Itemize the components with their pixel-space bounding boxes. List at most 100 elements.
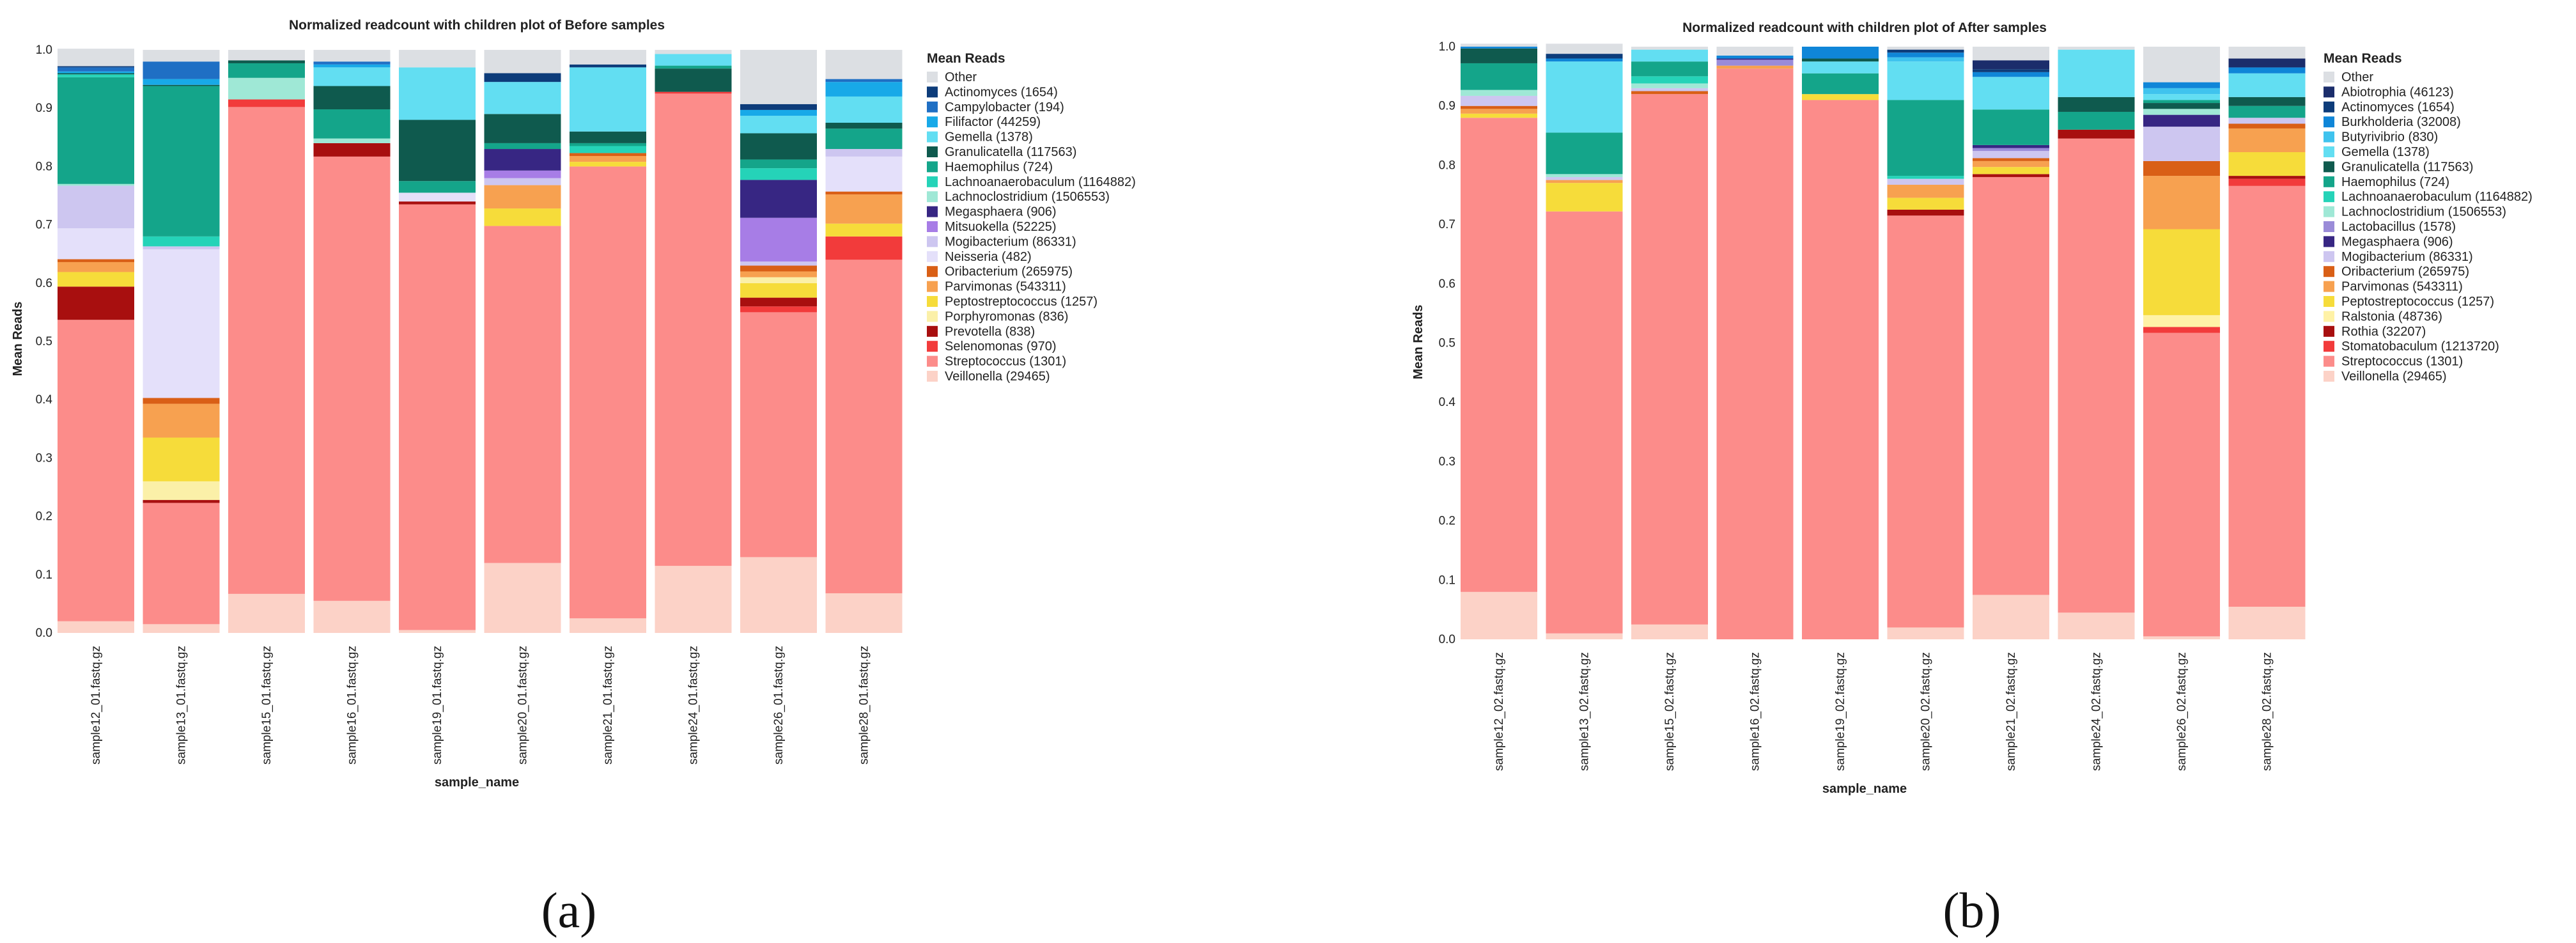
bar-segment-lachnoclostridium <box>1631 83 1708 88</box>
y-tick-label: 0.3 <box>36 451 52 465</box>
legend-swatch <box>927 191 938 203</box>
bar-stack <box>825 50 903 633</box>
legend-label: Megasphaera (906) <box>2341 235 2453 249</box>
bar-segment-streptococcus <box>655 93 732 566</box>
bar-segment-haemophilus <box>570 143 646 146</box>
bar-stack <box>2143 47 2220 639</box>
bar-stack <box>1887 47 1964 639</box>
x-axis-title: sample_name <box>1822 782 1907 796</box>
legend-item: Lactobacillus (1578) <box>2324 220 2456 234</box>
bar-segment-rothia <box>1887 209 1964 216</box>
y-axis-title: Mean Reads <box>11 302 25 377</box>
x-tick-label: sample13_02.fastq.gz <box>1578 652 1592 771</box>
bar-segment-streptococcus <box>2143 332 2220 637</box>
bar-segment-veillonella <box>740 557 817 633</box>
legend-item: Granulicatella (117563) <box>2324 160 2473 174</box>
legend-item: Lachnoanaerobaculum (1164882) <box>927 175 1136 189</box>
legend-item: Oribacterium (265975) <box>927 265 1073 279</box>
bar-segment-butyrivibrio <box>1887 57 1964 62</box>
bar-segment-parvimonas <box>570 155 646 162</box>
legend-item: Parvimonas (543311) <box>927 280 1066 294</box>
bar-segment-parvimonas <box>58 261 134 272</box>
y-tick-label: 0.5 <box>1439 337 1455 350</box>
bar-segment-oribacterium <box>143 398 220 404</box>
x-tick-label: sample26_01.fastq.gz <box>772 646 786 765</box>
bar-segment-other <box>2228 47 2306 59</box>
legend-swatch <box>927 86 938 98</box>
legend-swatch <box>927 296 938 307</box>
bar-segment-other <box>58 49 134 66</box>
legend-label: Oribacterium (265975) <box>945 265 1073 279</box>
legend-item: Streptococcus (1301) <box>2324 355 2463 369</box>
x-tick-label: sample21_02.fastq.gz <box>2005 652 2018 771</box>
bar-stack <box>2058 47 2135 639</box>
legend-swatch <box>2324 325 2334 337</box>
legend-swatch <box>2324 281 2334 292</box>
legend-label: Butyrivibrio (830) <box>2341 130 2438 144</box>
legend-label: Veillonella (29465) <box>945 370 1050 384</box>
bar-segment-veillonella <box>1631 624 1708 639</box>
bar-segment-mitsuokella <box>484 170 561 178</box>
legend-item: Actinomyces (1654) <box>2324 100 2455 114</box>
legend-item: Megasphaera (906) <box>2324 235 2453 249</box>
legend-label: Lachnoclostridium (1506553) <box>945 190 1110 204</box>
bar-segment-haemophilus <box>1887 100 1964 176</box>
legend-swatch <box>927 146 938 157</box>
bar-segment-megasphaera <box>2143 114 2220 127</box>
bar-segment-veillonella <box>2143 636 2220 639</box>
bar-segment-gemella <box>655 54 732 66</box>
legend-swatch <box>927 355 938 367</box>
bar-segment-gemella <box>484 82 561 114</box>
bar-segment-veillonella <box>825 593 903 633</box>
bar-segment-veillonella <box>655 566 732 633</box>
bar-segment-haemophilus <box>484 143 561 150</box>
bar-segment-campylobacter <box>313 61 391 65</box>
bar-segment-mogibacterium <box>2143 127 2220 161</box>
legend-label: Lachnoanaerobaculum (1164882) <box>945 175 1136 189</box>
legend-item: Gemella (1378) <box>2324 145 2430 159</box>
y-axis-title: Mean Reads <box>1411 305 1425 380</box>
legend-swatch <box>2324 296 2334 307</box>
y-tick-label: 0.3 <box>1439 455 1455 469</box>
bar-segment-selenomonas <box>655 91 732 94</box>
bar-segment-oribacterium <box>1461 105 1537 109</box>
bar-segment-parvimonas <box>143 403 220 438</box>
legend-swatch <box>2324 371 2334 382</box>
bar-segment-haemophilus <box>313 109 391 139</box>
legend-item: Veillonella (29465) <box>2324 370 2447 384</box>
legend-label: Veillonella (29465) <box>2341 370 2447 384</box>
x-tick-label: sample21_01.fastq.gz <box>601 646 615 765</box>
legend-label: Parvimonas (543311) <box>2341 280 2463 294</box>
legend-label: Filifactor (44259) <box>945 115 1041 129</box>
bar-segment-veillonella <box>1546 633 1623 639</box>
bar-segment-megasphaera <box>1716 58 1794 60</box>
bar-segment-rothia <box>2058 129 2135 139</box>
legend-swatch <box>927 176 938 187</box>
bar-segment-gemella <box>825 96 903 123</box>
legend-item: Campylobacter (194) <box>927 100 1064 114</box>
bar-segment-veillonella <box>2228 607 2306 639</box>
x-tick-label: sample19_02.fastq.gz <box>1834 652 1847 771</box>
legend-label: Granulicatella (117563) <box>2341 160 2473 174</box>
legend-item: Other <box>927 70 977 84</box>
bar-segment-filifactor <box>313 64 391 68</box>
bar-segment-haemophilus <box>2228 105 2306 118</box>
legend-swatch <box>2324 86 2334 98</box>
bar-segment-butyrivibrio <box>2143 88 2220 95</box>
bar-segment-other <box>1461 43 1537 47</box>
bar-stack <box>313 50 391 633</box>
bar-segment-lachnoanaerobaculum <box>58 74 134 77</box>
legend-swatch <box>2324 161 2334 173</box>
chart-title: Normalized readcount with children plot … <box>1682 20 2047 35</box>
legend-label: Gemella (1378) <box>2341 145 2430 159</box>
legend-item: Prevotella (838) <box>927 325 1035 339</box>
bar-segment-lachnoclostridium <box>313 138 391 143</box>
legend-swatch <box>2324 191 2334 203</box>
legend-label: Haemophilus (724) <box>945 160 1053 174</box>
bar-segment-streptococcus <box>1887 215 1964 628</box>
bar-segment-mogibacterium <box>1461 95 1537 106</box>
bar-segment-granulicatella <box>1802 58 1879 62</box>
bar-stack <box>570 50 646 633</box>
legend-label: Selenomonas (970) <box>945 339 1057 354</box>
